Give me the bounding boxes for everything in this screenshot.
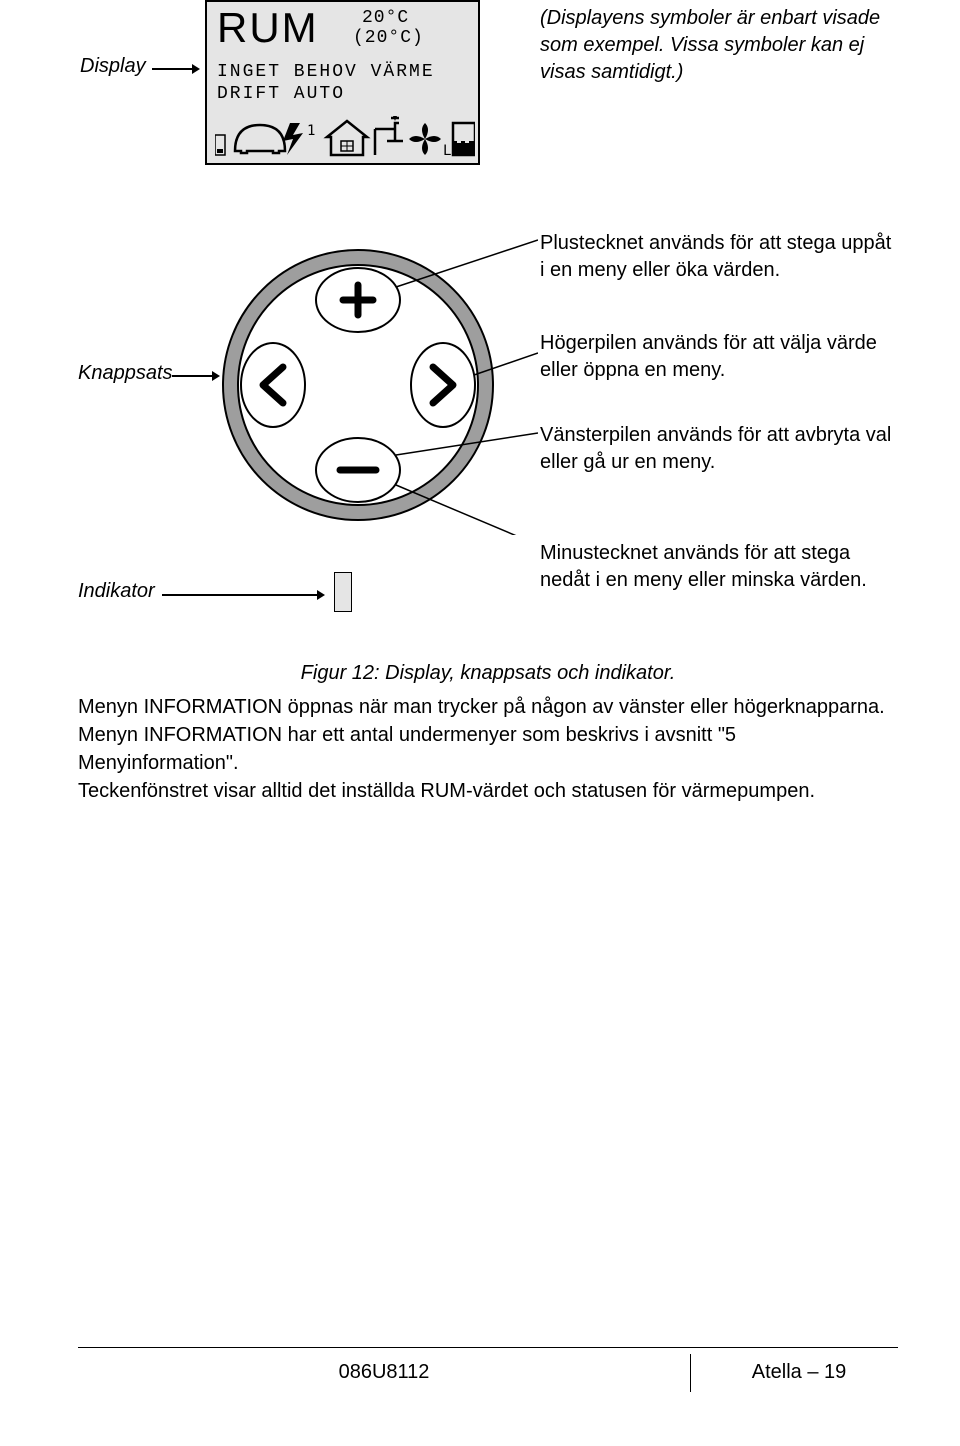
footer-page-label: Atella – 19 <box>700 1361 898 1384</box>
svg-text:L: L <box>443 143 451 158</box>
display-screen: RUM 20°C (20°C) INGET BEHOV VÄRME DRIFT … <box>205 0 480 165</box>
right-description: Högerpilen används för att välja värde e… <box>540 330 900 384</box>
display-arrow <box>152 68 192 70</box>
body-paragraph: Menyn INFORMATION öppnas när man trycker… <box>78 693 898 805</box>
indicator-label: Indikator <box>78 580 155 603</box>
display-status-line1: INGET BEHOV VÄRME <box>217 62 435 82</box>
indicator-arrow <box>162 594 317 596</box>
display-label: Display <box>80 55 146 78</box>
svg-text:1: 1 <box>307 123 315 139</box>
footer-divider <box>690 1354 691 1392</box>
display-note: (Displayens symboler är enbart visade so… <box>540 5 900 86</box>
keypad-arrow <box>172 375 212 377</box>
display-temp-actual: 20°C <box>362 8 409 28</box>
display-title: RUM <box>217 4 319 52</box>
footer-doc-number: 086U8112 <box>78 1361 690 1384</box>
display-icon-row: 1 L <box>215 113 475 158</box>
keypad-diagram <box>218 235 538 535</box>
keypad-label: Knappsats <box>78 362 173 385</box>
figure-caption: Figur 12: Display, knappsats och indikat… <box>78 662 898 685</box>
left-description: Vänsterpilen används för att avbryta val… <box>540 422 900 476</box>
minus-description: Minustecknet används för att stega nedåt… <box>540 540 900 594</box>
footer-rule <box>78 1347 898 1349</box>
display-temp-set: (20°C) <box>353 28 424 48</box>
plus-description: Plustecknet används för att stega uppåt … <box>540 230 900 284</box>
display-status-line2: DRIFT AUTO <box>217 84 345 104</box>
indicator-box <box>334 572 352 612</box>
